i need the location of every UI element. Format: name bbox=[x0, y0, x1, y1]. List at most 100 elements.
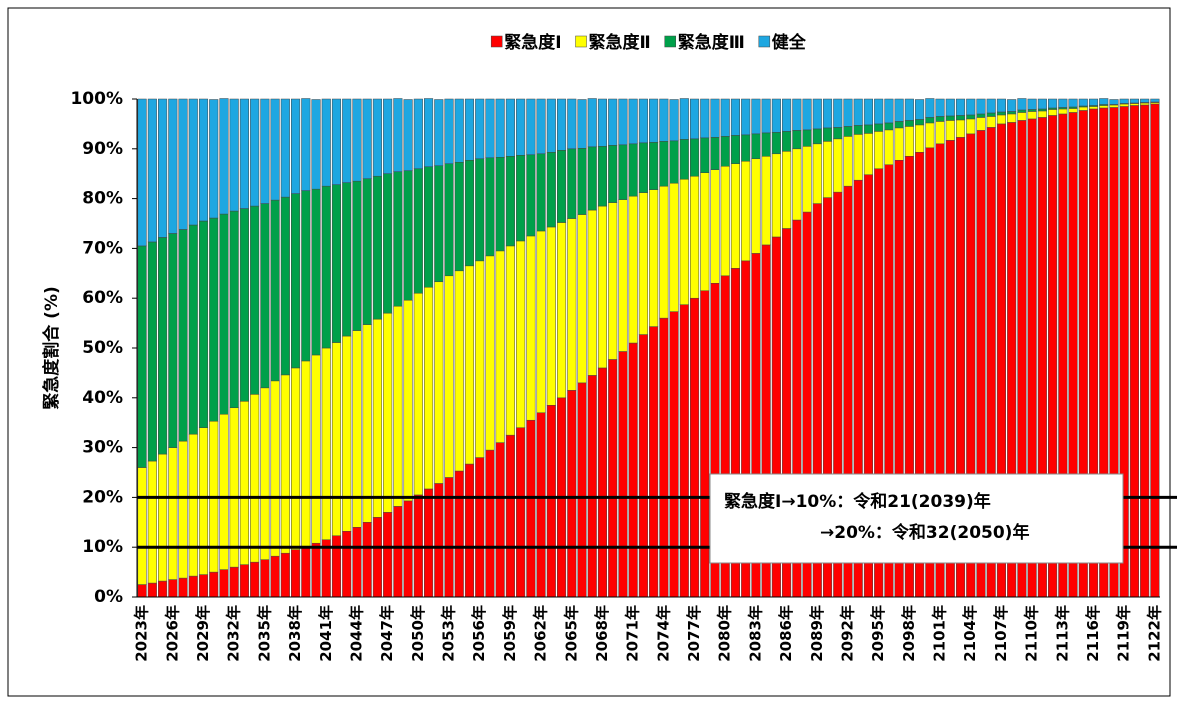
bar-segment bbox=[689, 297, 700, 598]
y-tick-label: 100% bbox=[70, 89, 123, 109]
x-tick-label: 2116年 bbox=[1084, 605, 1102, 662]
bar-segment bbox=[536, 412, 546, 598]
bar-segment bbox=[945, 120, 955, 141]
bar-segment bbox=[495, 442, 505, 598]
bar-segment bbox=[771, 98, 781, 133]
bar-segment bbox=[198, 98, 209, 222]
bar-segment bbox=[137, 245, 147, 468]
x-tick-label: 2047年 bbox=[378, 605, 396, 662]
bar-segment bbox=[413, 168, 423, 294]
bar-segment bbox=[1027, 109, 1037, 112]
bar-segment bbox=[270, 98, 280, 201]
bar-segment bbox=[495, 250, 505, 443]
bar-segment bbox=[362, 98, 372, 179]
bar-segment bbox=[383, 98, 393, 174]
bar-segment bbox=[649, 189, 659, 327]
x-tick-label: 2080年 bbox=[716, 605, 734, 662]
x-tick-label: 2053年 bbox=[440, 605, 458, 662]
bar-segment bbox=[567, 218, 577, 391]
bar-segment bbox=[1017, 112, 1027, 121]
bar-segment bbox=[158, 237, 168, 455]
bar-segment bbox=[424, 98, 434, 167]
bar-segment bbox=[475, 260, 485, 458]
legend-label: 健全 bbox=[772, 32, 807, 53]
bar-segment bbox=[434, 483, 444, 598]
bar-segment bbox=[372, 98, 382, 177]
bar-segment bbox=[577, 148, 587, 215]
bar-segment bbox=[1048, 109, 1058, 116]
bar-segment bbox=[444, 163, 454, 277]
bar-segment bbox=[628, 143, 638, 197]
bar-segment bbox=[413, 98, 423, 169]
bar-segment bbox=[904, 120, 914, 127]
annotation: →20%：令和32(2050)年 bbox=[820, 522, 1029, 543]
bar-segment bbox=[741, 134, 751, 162]
bar-segment bbox=[659, 98, 669, 142]
bar-segment bbox=[505, 245, 515, 436]
bar-segment bbox=[986, 112, 996, 117]
bar-segment bbox=[352, 180, 362, 331]
bar-segment bbox=[147, 98, 157, 243]
bar-segment bbox=[454, 270, 464, 472]
bar-segment bbox=[342, 335, 352, 532]
bar-segment bbox=[618, 199, 628, 352]
bar-segment bbox=[618, 144, 628, 200]
bar-segment bbox=[291, 193, 301, 369]
bar-segment bbox=[464, 265, 475, 465]
bar-segment bbox=[526, 419, 536, 598]
bar-segment bbox=[393, 305, 403, 507]
x-tick-label: 2092年 bbox=[838, 605, 856, 662]
bar-segment bbox=[556, 98, 567, 151]
bar-segment bbox=[280, 98, 290, 198]
bar-segment bbox=[649, 98, 659, 143]
bar-segment bbox=[444, 98, 454, 164]
bar-segment bbox=[853, 134, 863, 181]
bar-segment bbox=[444, 275, 454, 478]
bar-segment bbox=[424, 488, 434, 598]
bar-segment bbox=[649, 142, 659, 190]
bar-segment bbox=[168, 579, 178, 598]
bar-segment bbox=[556, 150, 567, 223]
bar-segment bbox=[741, 98, 751, 136]
bar-segment bbox=[741, 161, 751, 262]
bar-segment bbox=[597, 367, 608, 598]
bar-segment bbox=[362, 324, 372, 523]
bar-segment bbox=[1109, 104, 1119, 108]
x-tick-label: 2065年 bbox=[562, 605, 580, 662]
bar-segment bbox=[250, 98, 260, 207]
bar-segment bbox=[209, 99, 219, 219]
bar-segment bbox=[516, 155, 526, 242]
bar-segment bbox=[874, 98, 884, 125]
bar-segment bbox=[454, 161, 464, 272]
x-tick-label: 2071年 bbox=[624, 605, 642, 662]
legend-swatch bbox=[664, 35, 676, 48]
bar-segment bbox=[188, 98, 198, 226]
bar-segment bbox=[730, 98, 741, 136]
bar-segment bbox=[587, 146, 597, 211]
bar-segment bbox=[700, 172, 710, 291]
bar-segment bbox=[843, 126, 853, 137]
bar-segment bbox=[628, 98, 638, 145]
bar-segment bbox=[475, 158, 485, 262]
bar-segment bbox=[1150, 103, 1160, 598]
bar-segment bbox=[628, 195, 638, 344]
x-tick-label: 2026年 bbox=[163, 605, 181, 662]
bar-segment bbox=[863, 133, 873, 175]
x-tick-label: 2068年 bbox=[593, 605, 611, 662]
bar-segment bbox=[178, 440, 188, 579]
bar-segment bbox=[536, 153, 546, 232]
bar-segment bbox=[270, 555, 280, 598]
bar-segment bbox=[567, 148, 577, 219]
bar-segment bbox=[802, 129, 812, 147]
bar-segment bbox=[198, 427, 209, 575]
bar-segment bbox=[1017, 98, 1027, 111]
bar-segment bbox=[321, 185, 331, 349]
bar-segment bbox=[219, 213, 229, 415]
bar-segment bbox=[884, 98, 894, 124]
bar-segment bbox=[996, 98, 1006, 113]
bar-segment bbox=[301, 98, 311, 191]
legend: 緊急度Ⅰ 緊急度Ⅱ 緊急度Ⅲ 健全 bbox=[490, 32, 807, 53]
bar-segment bbox=[884, 129, 894, 165]
bar-segment bbox=[710, 169, 720, 284]
bar-segment bbox=[464, 463, 475, 598]
